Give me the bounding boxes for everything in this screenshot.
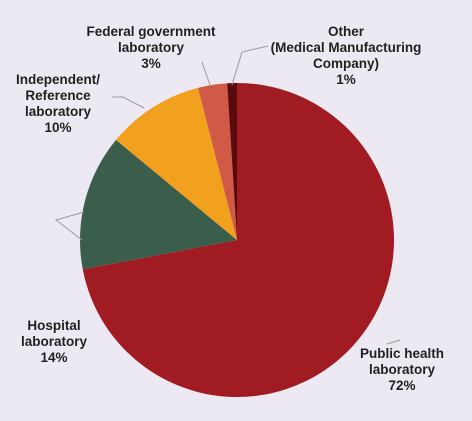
leader-line-public (386, 339, 401, 345)
leader-line-federal (201, 61, 211, 86)
slice-label-line: Hospital (27, 318, 80, 333)
slice-label-federal: Federal government laboratory 3% (86, 24, 216, 71)
pie-slice-other (227, 83, 237, 240)
pie-slice-public (82, 83, 394, 397)
slice-label-line: laboratory (118, 40, 185, 55)
slice-label-line: Company) (313, 56, 379, 71)
slice-label-line: (Medical Manufacturing (271, 40, 422, 55)
leader-line-hospital (54, 211, 85, 241)
pie-slice-federal (197, 83, 237, 240)
slice-label-line: Independent/ (16, 72, 100, 87)
slice-label-line: laboratory (369, 362, 436, 377)
slice-label-public: Public health laboratory 72% (360, 346, 444, 393)
slice-label-line: 14% (40, 350, 67, 365)
slice-label-line: Reference (25, 88, 91, 103)
leader-line-independent (112, 96, 145, 109)
slice-label-line: 1% (336, 72, 356, 87)
slice-label-line: 10% (44, 120, 71, 135)
leader-lines (54, 45, 401, 345)
pie-slice-hospital (79, 139, 237, 270)
slice-label-line: 72% (388, 378, 415, 393)
slice-label-line: Public health (360, 346, 444, 361)
slice-label-line: Federal government (86, 24, 216, 39)
leader-line-other (231, 45, 269, 86)
slice-label-line: laboratory (25, 104, 92, 119)
slice-label-hospital: Hospital laboratory 14% (21, 318, 88, 365)
slice-label-line: laboratory (21, 334, 88, 349)
slice-labels: Public health laboratory 72%Hospital labora… (16, 24, 444, 393)
pie-slice-independent (116, 87, 237, 241)
slice-label-other: Other (Medical Manufacturing Company) 1% (271, 24, 422, 87)
pie-slices (79, 83, 394, 397)
slice-label-line: 3% (141, 56, 161, 71)
slice-label-line: Other (328, 24, 365, 39)
slice-label-independent: Independent/Reference laboratory 10% (16, 72, 100, 135)
